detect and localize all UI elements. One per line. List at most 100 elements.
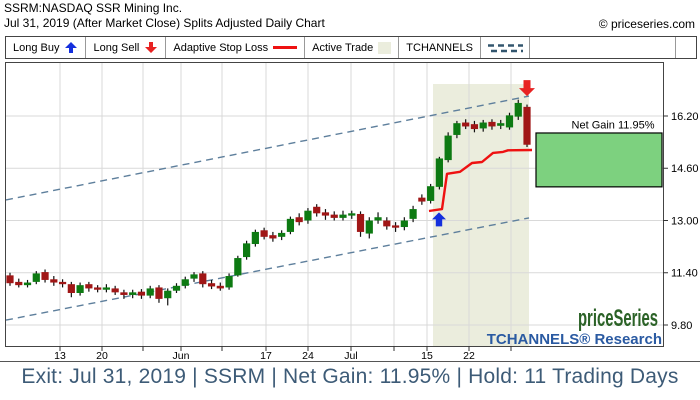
candle — [102, 287, 110, 290]
candle — [418, 197, 426, 202]
channel-dashes-icon — [487, 43, 523, 52]
candle — [286, 218, 295, 232]
candle — [400, 220, 408, 228]
tchannel-line — [5, 217, 530, 321]
candle — [251, 231, 259, 245]
candle — [435, 158, 443, 187]
candle — [278, 232, 286, 237]
candle — [23, 282, 32, 286]
trade-summary-bar: Exit: Jul 31, 2019 | SSRM | Net Gain: 11… — [21, 365, 679, 388]
candle — [225, 276, 233, 288]
candle — [409, 209, 417, 219]
y-axis-label: 9.80 — [671, 320, 692, 332]
candle — [190, 274, 198, 279]
legend-long-sell-label: Long Sell — [93, 41, 140, 54]
legend-item-tchannels: TCHANNELS — [399, 37, 481, 58]
y-axis-label: 14.60 — [671, 163, 699, 175]
priceseries-watermark: priceSeries — [578, 305, 658, 332]
legend-item-long-buy: Long Buy — [6, 37, 87, 58]
candle — [32, 273, 40, 282]
tchannels-research-watermark: TCHANNELS® Research — [487, 331, 662, 348]
candle — [365, 220, 373, 234]
x-axis-label: 15 — [421, 350, 433, 362]
chart-header: SSRM:NASDAQ SSR Mining Inc. Jul 31, 2019… — [4, 1, 325, 31]
candle — [356, 213, 365, 232]
candle — [172, 285, 181, 291]
candle — [505, 115, 514, 128]
candle — [295, 217, 303, 223]
legend-item-active-trade: Active Trade — [305, 37, 400, 58]
stop-loss-line — [428, 148, 533, 213]
candle — [41, 272, 49, 280]
candle — [181, 279, 189, 286]
legend-active-trade-label: Active Trade — [312, 41, 374, 54]
y-axis-label: 13.00 — [671, 215, 699, 227]
x-axis-label: 22 — [463, 350, 475, 362]
candle — [427, 186, 435, 201]
candle — [383, 220, 391, 227]
symbol-title: SSRM:NASDAQ SSR Mining Inc. — [4, 1, 183, 15]
legend-spacer — [530, 37, 676, 58]
candle — [146, 288, 154, 296]
date-subtitle: Jul 31, 2019 (After Market Close) Splits… — [4, 16, 325, 30]
x-axis-label: Jul — [344, 350, 357, 362]
candle — [216, 285, 224, 289]
x-axis-label: Jun — [173, 350, 190, 362]
candle — [339, 214, 347, 218]
copyright-note: © priceseries.com — [598, 17, 695, 31]
legend-tchannels-label: TCHANNELS — [406, 41, 473, 54]
legend-tchannels-swatch — [481, 37, 530, 58]
candle — [76, 285, 84, 293]
x-axis-label: 24 — [302, 350, 314, 362]
legend-item-stop-loss: Adaptive Stop Loss — [166, 37, 306, 58]
candle — [155, 287, 163, 299]
legend-item-long-sell: Long Sell — [86, 37, 167, 58]
candle — [453, 123, 461, 135]
candle — [444, 135, 452, 161]
candle — [164, 290, 172, 299]
net-gain-box — [535, 132, 663, 188]
candle — [111, 288, 119, 293]
long-buy-arrow-icon — [65, 41, 78, 53]
tchannel-line — [5, 95, 530, 201]
candle — [260, 230, 268, 237]
candle — [391, 225, 400, 228]
candle — [50, 279, 58, 283]
candle — [514, 102, 522, 117]
legend-stop-loss-label: Adaptive Stop Loss — [173, 41, 269, 54]
candle — [129, 292, 137, 295]
y-axis-label: 16.20 — [671, 111, 699, 123]
x-axis-label: 20 — [96, 350, 108, 362]
y-axis-label: 11.40 — [671, 268, 698, 280]
candle — [269, 235, 277, 239]
net-gain-label: Net Gain 11.95% — [572, 119, 655, 131]
candle — [321, 212, 330, 216]
long-sell-arrow-icon — [145, 41, 158, 53]
candle — [488, 121, 496, 127]
candle — [15, 281, 23, 286]
x-axis-label: 17 — [260, 350, 272, 362]
candle — [479, 122, 487, 129]
candle — [243, 243, 251, 258]
candle — [374, 217, 382, 221]
chart-canvas: Net Gain 11.95% 16.20 14.60 13.00 11.40 9.80 1… — [0, 62, 700, 362]
candle — [207, 283, 216, 287]
plot-frame — [5, 62, 664, 347]
candle — [462, 122, 470, 127]
candle — [497, 123, 505, 126]
legend-end-cell — [676, 37, 696, 58]
candle — [120, 292, 128, 295]
legend-long-buy-label: Long Buy — [13, 41, 60, 54]
candle — [58, 281, 67, 285]
candle — [304, 210, 312, 221]
entry-arrow — [432, 212, 446, 227]
active-trade-swatch-icon — [378, 41, 392, 54]
stop-loss-line-icon — [273, 46, 298, 49]
exit-arrow — [519, 80, 535, 97]
candle — [330, 214, 338, 218]
candle — [313, 206, 321, 214]
x-axis-label: 13 — [54, 350, 66, 362]
candle — [6, 275, 14, 284]
legend-bar: Long Buy Long Sell Adaptive Stop Loss Ac… — [5, 36, 697, 59]
candle — [94, 287, 102, 290]
